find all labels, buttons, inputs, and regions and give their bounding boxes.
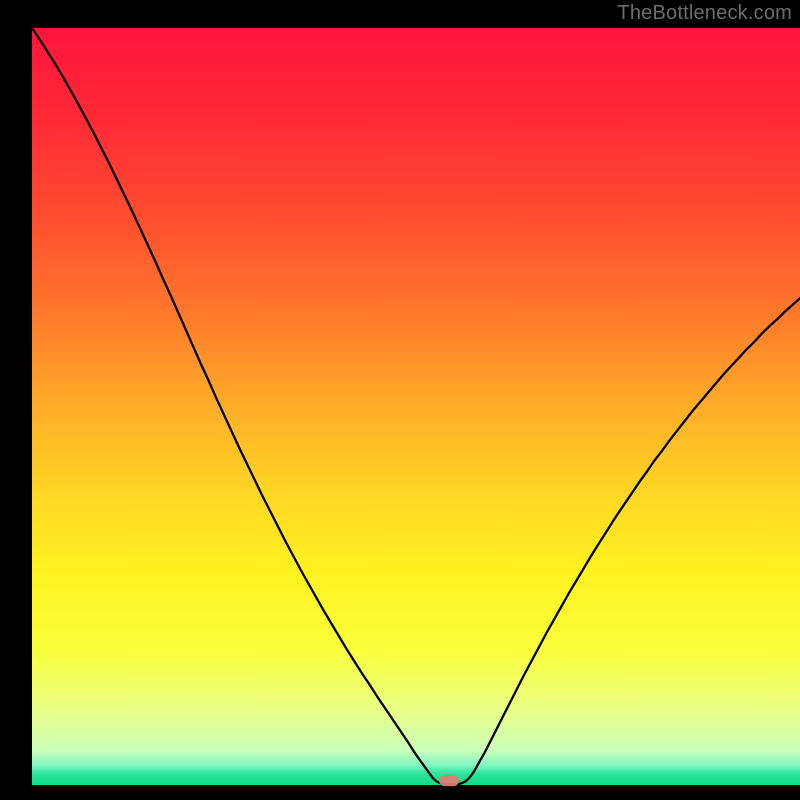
chart-canvas (0, 0, 800, 800)
watermark-label: TheBottleneck.com (617, 2, 792, 25)
minimum-marker (439, 775, 459, 786)
plot-area (32, 28, 800, 785)
